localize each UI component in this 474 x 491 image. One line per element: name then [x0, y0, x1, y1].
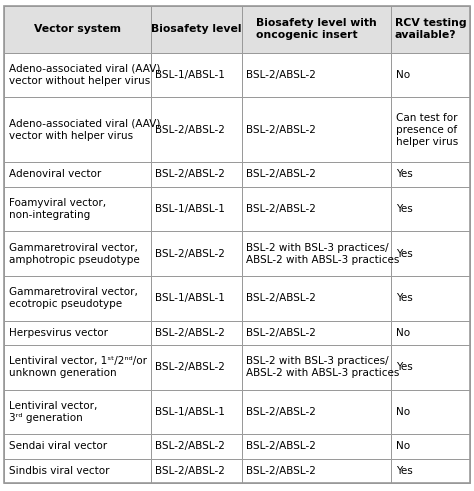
Bar [391, 434, 470, 459]
Bar [391, 53, 470, 97]
Text: RCV testing
available?: RCV testing available? [395, 18, 466, 40]
Text: Yes: Yes [396, 466, 412, 476]
Bar [4, 276, 151, 321]
Text: Herpesvirus vector: Herpesvirus vector [9, 327, 108, 338]
Bar [151, 434, 242, 459]
Text: Gammaretroviral vector,
ecotropic pseudotype: Gammaretroviral vector, ecotropic pseudo… [9, 287, 137, 309]
Text: No: No [396, 441, 410, 451]
Text: BSL-2/ABSL-2: BSL-2/ABSL-2 [155, 441, 225, 451]
Bar [4, 345, 151, 389]
Text: No: No [396, 407, 410, 417]
Text: BSL-2 with BSL-3 practices/
ABSL-2 with ABSL-3 practices: BSL-2 with BSL-3 practices/ ABSL-2 with … [246, 243, 400, 265]
Text: BSL-2/ABSL-2: BSL-2/ABSL-2 [155, 125, 225, 135]
Text: BSL-1/ABSL-1: BSL-1/ABSL-1 [155, 204, 225, 214]
Bar [242, 97, 391, 162]
Bar [391, 321, 470, 345]
Bar [242, 276, 391, 321]
Text: BSL-2/ABSL-2: BSL-2/ABSL-2 [246, 327, 316, 338]
Text: Biosafety level: Biosafety level [151, 24, 241, 34]
Bar [151, 389, 242, 434]
Text: BSL-2/ABSL-2: BSL-2/ABSL-2 [155, 466, 225, 476]
Text: Yes: Yes [396, 169, 412, 179]
Text: BSL-1/ABSL-1: BSL-1/ABSL-1 [155, 407, 225, 417]
Text: BSL-2/ABSL-2: BSL-2/ABSL-2 [246, 169, 316, 179]
Bar [4, 231, 151, 276]
Text: BSL-2/ABSL-2: BSL-2/ABSL-2 [246, 441, 316, 451]
Bar [151, 97, 242, 162]
Bar [151, 345, 242, 389]
Bar [4, 389, 151, 434]
Text: Adeno-associated viral (AAV)
vector with helper virus: Adeno-associated viral (AAV) vector with… [9, 119, 160, 141]
Text: BSL-2/ABSL-2: BSL-2/ABSL-2 [246, 125, 316, 135]
Text: Biosafety level with
oncogenic insert: Biosafety level with oncogenic insert [256, 18, 377, 40]
Bar [242, 162, 391, 187]
Text: Lentiviral vector,
3ʳᵈ generation: Lentiviral vector, 3ʳᵈ generation [9, 401, 97, 423]
Text: Adeno-associated viral (AAV)
vector without helper virus: Adeno-associated viral (AAV) vector with… [9, 64, 160, 86]
Bar [391, 389, 470, 434]
Text: BSL-2/ABSL-2: BSL-2/ABSL-2 [246, 70, 316, 80]
Text: BSL-1/ABSL-1: BSL-1/ABSL-1 [155, 70, 225, 80]
Text: Sendai viral vector: Sendai viral vector [9, 441, 107, 451]
Text: Adenoviral vector: Adenoviral vector [9, 169, 101, 179]
Bar [4, 459, 151, 483]
Bar [4, 187, 151, 231]
Text: BSL-2/ABSL-2: BSL-2/ABSL-2 [155, 248, 225, 259]
Bar [151, 231, 242, 276]
Text: BSL-2/ABSL-2: BSL-2/ABSL-2 [246, 204, 316, 214]
Bar [151, 162, 242, 187]
Bar [391, 6, 470, 53]
Bar [4, 321, 151, 345]
Text: Vector system: Vector system [34, 24, 121, 34]
Text: Sindbis viral vector: Sindbis viral vector [9, 466, 109, 476]
Text: BSL-2/ABSL-2: BSL-2/ABSL-2 [246, 293, 316, 303]
Text: BSL-2/ABSL-2: BSL-2/ABSL-2 [246, 466, 316, 476]
Bar [151, 187, 242, 231]
Bar [391, 459, 470, 483]
Bar [242, 389, 391, 434]
Bar [242, 231, 391, 276]
Bar [151, 459, 242, 483]
Bar [242, 6, 391, 53]
Bar [242, 187, 391, 231]
Text: Yes: Yes [396, 204, 412, 214]
Bar [4, 162, 151, 187]
Bar [151, 321, 242, 345]
Bar [4, 53, 151, 97]
Bar [4, 97, 151, 162]
Text: BSL-2 with BSL-3 practices/
ABSL-2 with ABSL-3 practices: BSL-2 with BSL-3 practices/ ABSL-2 with … [246, 356, 400, 378]
Bar [151, 276, 242, 321]
Bar [242, 53, 391, 97]
Text: Gammaretroviral vector,
amphotropic pseudotype: Gammaretroviral vector, amphotropic pseu… [9, 243, 139, 265]
Text: BSL-2/ABSL-2: BSL-2/ABSL-2 [246, 407, 316, 417]
Bar [391, 345, 470, 389]
Text: No: No [396, 327, 410, 338]
Bar [242, 434, 391, 459]
Bar [391, 187, 470, 231]
Bar [391, 276, 470, 321]
Text: Foamyviral vector,
non-integrating: Foamyviral vector, non-integrating [9, 198, 106, 220]
Text: BSL-2/ABSL-2: BSL-2/ABSL-2 [155, 169, 225, 179]
Bar [391, 97, 470, 162]
Text: Yes: Yes [396, 293, 412, 303]
Text: BSL-2/ABSL-2: BSL-2/ABSL-2 [155, 362, 225, 372]
Text: Yes: Yes [396, 248, 412, 259]
Bar [4, 6, 151, 53]
Text: Yes: Yes [396, 362, 412, 372]
Text: Can test for
presence of
helper virus: Can test for presence of helper virus [396, 113, 458, 147]
Bar [242, 345, 391, 389]
Bar [4, 434, 151, 459]
Bar [151, 6, 242, 53]
Bar [242, 459, 391, 483]
Text: No: No [396, 70, 410, 80]
Text: BSL-2/ABSL-2: BSL-2/ABSL-2 [155, 327, 225, 338]
Bar [391, 231, 470, 276]
Bar [391, 162, 470, 187]
Text: BSL-1/ABSL-1: BSL-1/ABSL-1 [155, 293, 225, 303]
Bar [242, 321, 391, 345]
Text: Lentiviral vector, 1ˢᵗ/2ⁿᵈ/or
unknown generation: Lentiviral vector, 1ˢᵗ/2ⁿᵈ/or unknown ge… [9, 356, 146, 378]
Bar [151, 53, 242, 97]
